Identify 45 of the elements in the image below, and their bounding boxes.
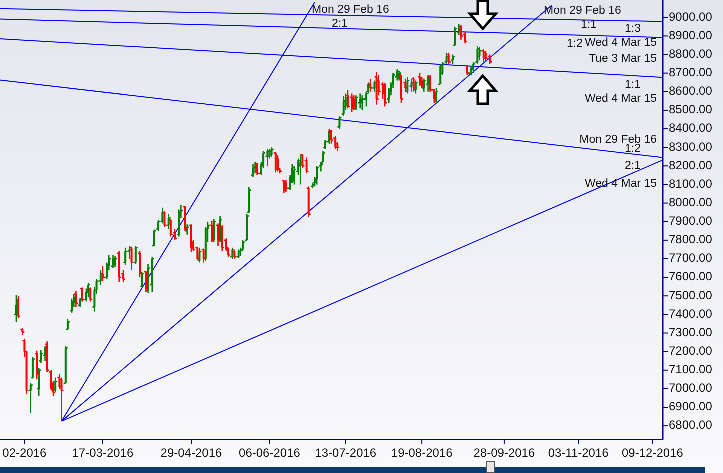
y-tick-label: 7900.00 [669, 214, 713, 228]
y-tick-label: 7100.00 [669, 362, 713, 377]
x-tick-label: 03-11-2016 [548, 446, 610, 460]
y-tick-label: 8600.00 [669, 84, 713, 98]
annotation: 1:2 [625, 143, 641, 156]
x-tick-label: 17-03-2016 [72, 446, 134, 460]
annotation: Tue 3 Mar 15 [589, 53, 657, 66]
y-tick-label: 8400.00 [669, 121, 713, 136]
y-tick-label: 8900.00 [669, 28, 713, 42]
y-tick-label: 7700.00 [669, 251, 713, 266]
y-tick-label: 7500.00 [669, 288, 713, 302]
y-tick-label: 8200.00 [669, 158, 713, 172]
x-tick-label: 28-09-2016 [474, 446, 536, 460]
y-tick-label: 8800.00 [669, 46, 713, 61]
x-tick-label: 13-07-2016 [315, 446, 377, 460]
annotation: 1:1 [581, 19, 597, 32]
y-tick-label: 8000.00 [669, 195, 713, 210]
y-tick-label: 7000.00 [669, 381, 713, 396]
annotation: Mon 29 Feb 16 [544, 5, 622, 18]
y-tick-label: 7200.00 [669, 344, 713, 358]
x-tick-label: 29-04-2016 [160, 446, 222, 460]
annotation: Wed 4 Mar 15 [584, 93, 657, 106]
x-tick-label: 09-12-2016 [622, 446, 684, 460]
annotation: 1:1 [625, 79, 641, 92]
y-tick-label: 8700.00 [669, 66, 713, 80]
annotation: 1:2 [567, 38, 583, 50]
annotation: 1:3 [625, 23, 641, 36]
x-tick-label: 02-2016 [2, 446, 48, 460]
annotation: Wed 4 Mar 15 [584, 37, 657, 50]
y-tick-label: 7600.00 [669, 270, 713, 284]
y-tick-label: 9000.00 [669, 10, 713, 24]
y-tick-label: 8300.00 [669, 140, 713, 154]
y-tick-label: 7300.00 [669, 325, 713, 340]
annotation: Mon 29 Feb 16 [312, 4, 390, 16]
y-tick-label: 6900.00 [669, 400, 713, 414]
y-tick-label: 8100.00 [669, 176, 713, 191]
annotation: Wed 4 Mar 15 [584, 178, 657, 190]
y-tick-label: 7800.00 [669, 232, 713, 247]
x-tick-label: 06-06-2016 [239, 446, 301, 460]
annotation: 2:1 [332, 18, 348, 30]
y-tick-label: 7400.00 [669, 306, 713, 321]
y-tick-label: 6800.00 [669, 418, 713, 432]
y-tick-label: 8500.00 [669, 102, 713, 117]
x-tick-label: 19-08-2016 [391, 446, 454, 460]
annotation: 2:1 [625, 160, 641, 172]
